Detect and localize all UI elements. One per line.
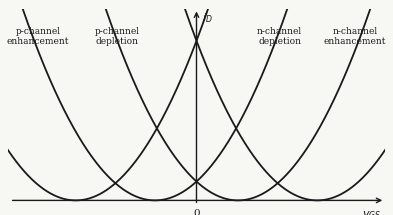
Text: 0: 0 [193, 209, 200, 215]
Text: n-channel
enhancement: n-channel enhancement [324, 27, 386, 46]
Text: $i_D$: $i_D$ [202, 11, 213, 25]
Text: n-channel
depletion: n-channel depletion [257, 27, 302, 46]
Text: p-channel
enhancement: p-channel enhancement [7, 27, 69, 46]
Text: p-channel
depletion: p-channel depletion [95, 27, 140, 46]
Text: $v_{GS}$: $v_{GS}$ [362, 209, 381, 215]
